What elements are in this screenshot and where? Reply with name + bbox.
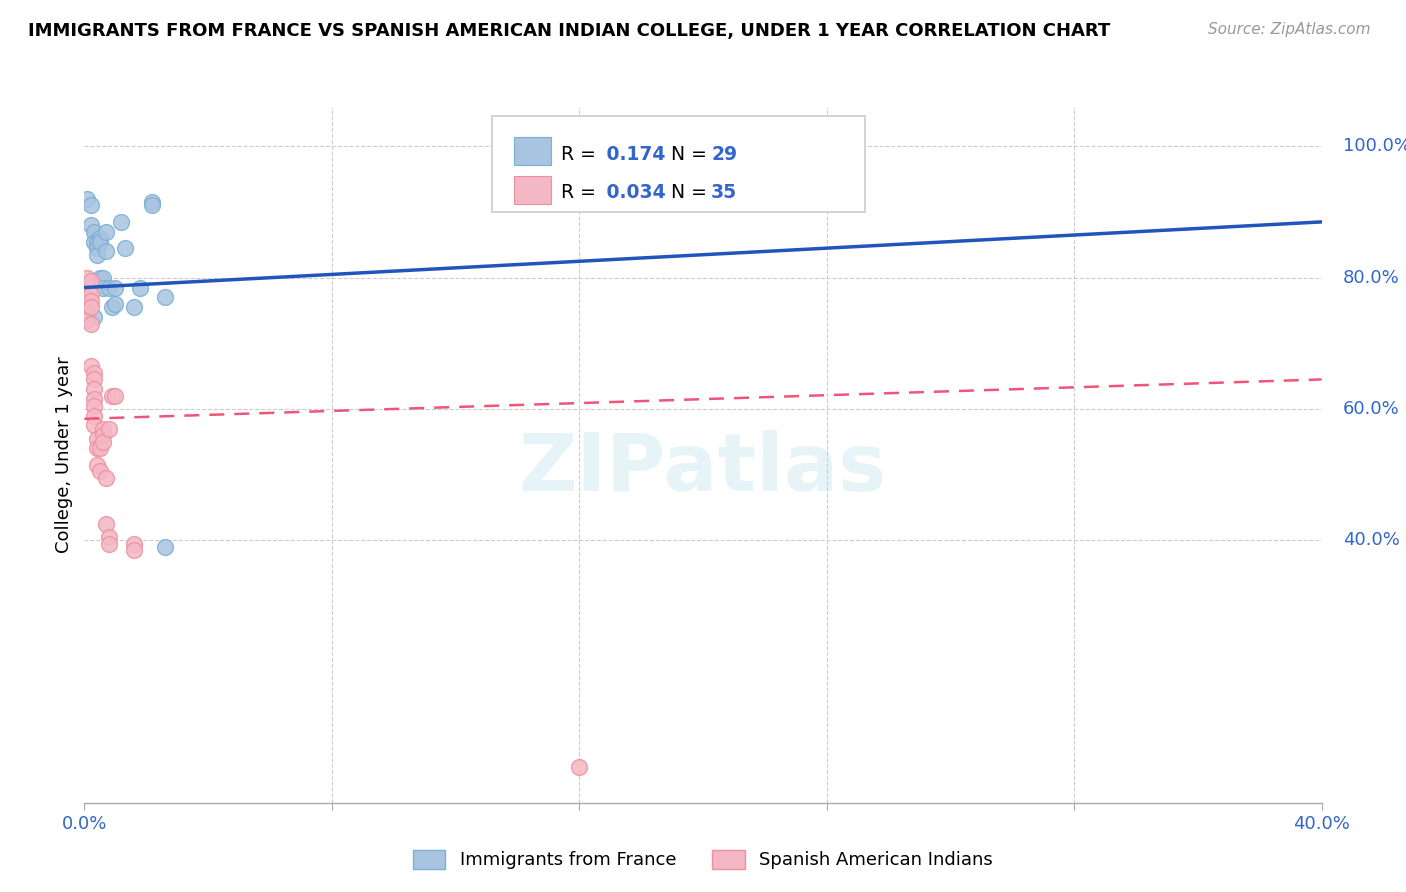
Point bbox=[86, 248, 108, 262]
Point bbox=[76, 270, 98, 285]
Point bbox=[91, 270, 114, 285]
Point bbox=[83, 366, 105, 380]
Point bbox=[129, 280, 152, 294]
Point bbox=[83, 225, 105, 239]
Point bbox=[86, 442, 108, 456]
Legend: Immigrants from France, Spanish American Indians: Immigrants from France, Spanish American… bbox=[404, 841, 1002, 879]
Point bbox=[104, 389, 127, 403]
Point bbox=[110, 215, 132, 229]
Point bbox=[83, 409, 105, 423]
Text: 35: 35 bbox=[711, 183, 737, 202]
Point bbox=[91, 428, 114, 442]
Point bbox=[83, 392, 105, 406]
Point bbox=[645, 136, 668, 150]
Text: ZIPatlas: ZIPatlas bbox=[519, 430, 887, 508]
Point bbox=[83, 310, 105, 324]
Text: 0.174: 0.174 bbox=[600, 145, 665, 163]
Point bbox=[104, 297, 127, 311]
Point bbox=[86, 241, 108, 255]
Point bbox=[83, 399, 105, 413]
Point bbox=[86, 458, 108, 472]
Text: 29: 29 bbox=[711, 145, 737, 163]
Point bbox=[153, 290, 176, 304]
Y-axis label: College, Under 1 year: College, Under 1 year bbox=[55, 357, 73, 553]
Point bbox=[79, 293, 101, 308]
Point bbox=[101, 300, 124, 314]
Point bbox=[76, 290, 98, 304]
Text: 80.0%: 80.0% bbox=[1343, 268, 1399, 286]
Point bbox=[86, 432, 108, 446]
Point bbox=[94, 244, 117, 259]
Point bbox=[153, 540, 176, 554]
Point bbox=[141, 198, 163, 212]
Point bbox=[79, 359, 101, 374]
Text: 0.034: 0.034 bbox=[600, 183, 665, 202]
Point bbox=[79, 274, 101, 288]
Point bbox=[98, 280, 121, 294]
Point bbox=[91, 434, 114, 449]
Point bbox=[94, 225, 117, 239]
Point bbox=[83, 418, 105, 433]
Point bbox=[91, 280, 114, 294]
Point bbox=[76, 192, 98, 206]
Point bbox=[122, 543, 145, 558]
Point bbox=[79, 317, 101, 331]
Point bbox=[94, 471, 117, 485]
Text: R =: R = bbox=[561, 145, 602, 163]
Text: N =: N = bbox=[659, 183, 713, 202]
Text: 60.0%: 60.0% bbox=[1343, 400, 1399, 418]
Text: IMMIGRANTS FROM FRANCE VS SPANISH AMERICAN INDIAN COLLEGE, UNDER 1 YEAR CORRELAT: IMMIGRANTS FROM FRANCE VS SPANISH AMERIC… bbox=[28, 22, 1111, 40]
Point bbox=[79, 198, 101, 212]
Text: R =: R = bbox=[561, 183, 602, 202]
Point bbox=[79, 287, 101, 301]
Point bbox=[98, 530, 121, 544]
Point bbox=[104, 280, 127, 294]
Point bbox=[86, 235, 108, 249]
Point bbox=[83, 382, 105, 396]
Point bbox=[98, 422, 121, 436]
Point bbox=[114, 241, 136, 255]
Text: N =: N = bbox=[659, 145, 713, 163]
Point bbox=[89, 231, 111, 245]
Point bbox=[98, 536, 121, 550]
Point bbox=[89, 464, 111, 478]
Point bbox=[94, 516, 117, 531]
Point bbox=[89, 235, 111, 249]
Point bbox=[91, 422, 114, 436]
Text: Source: ZipAtlas.com: Source: ZipAtlas.com bbox=[1208, 22, 1371, 37]
Point bbox=[89, 270, 111, 285]
Point bbox=[76, 313, 98, 327]
Point bbox=[83, 372, 105, 386]
Point bbox=[568, 760, 591, 774]
Point bbox=[122, 300, 145, 314]
Point bbox=[83, 235, 105, 249]
Point bbox=[79, 218, 101, 232]
Point bbox=[79, 300, 101, 314]
Point bbox=[89, 442, 111, 456]
Point bbox=[122, 536, 145, 550]
Text: 40.0%: 40.0% bbox=[1343, 532, 1399, 549]
Point bbox=[76, 300, 98, 314]
Point bbox=[101, 389, 124, 403]
Text: 100.0%: 100.0% bbox=[1343, 137, 1406, 155]
Point bbox=[141, 195, 163, 210]
